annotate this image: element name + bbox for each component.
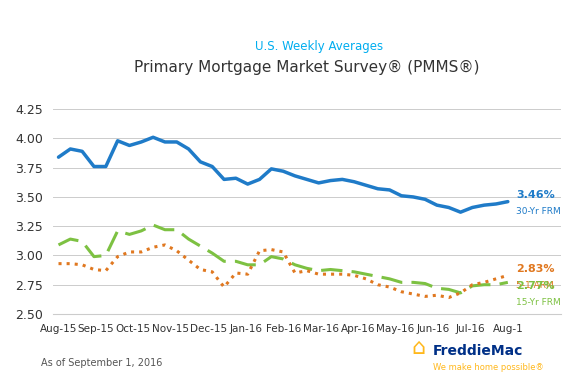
Text: As of September 1, 2016: As of September 1, 2016 <box>41 358 162 368</box>
Text: U.S. Weekly Averages: U.S. Weekly Averages <box>256 40 383 53</box>
Text: ⌂: ⌂ <box>411 338 425 358</box>
Title: Primary Mortgage Market Survey® (PMMS®): Primary Mortgage Market Survey® (PMMS®) <box>134 61 479 75</box>
Text: We make home possible®: We make home possible® <box>433 363 544 372</box>
Text: 3.46%: 3.46% <box>516 191 555 200</box>
Text: 2.83%: 2.83% <box>516 264 555 274</box>
Text: 30-Yr FRM: 30-Yr FRM <box>516 207 561 216</box>
Text: FreddieMac: FreddieMac <box>433 344 523 358</box>
Text: 15-Yr FRM: 15-Yr FRM <box>516 298 561 307</box>
Text: 5-1 ARM: 5-1 ARM <box>516 281 554 290</box>
Text: 2.77%: 2.77% <box>516 280 555 291</box>
